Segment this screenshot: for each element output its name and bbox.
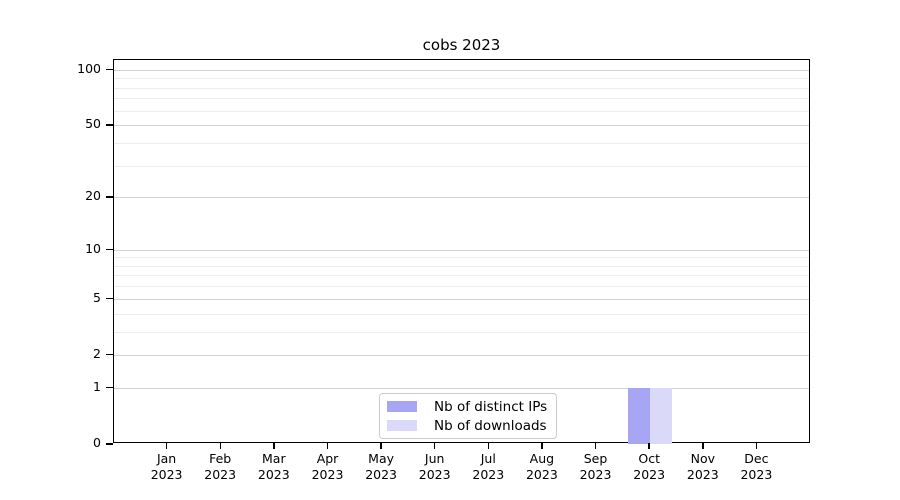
minor-gridline: [114, 313, 809, 315]
minor-gridline: [114, 142, 809, 144]
x-tick-label: Nov 2023: [686, 451, 719, 482]
minor-gridline: [114, 98, 809, 100]
y-tick-label: 2: [93, 345, 101, 361]
major-gridline: [114, 125, 809, 127]
major-gridline: [114, 354, 809, 356]
y-tick-mark: [106, 196, 113, 198]
legend-swatch: [387, 420, 417, 431]
major-gridline: [114, 249, 809, 251]
legend-entry: Nb of downloads: [387, 416, 547, 435]
bar-nb-of-downloads: [650, 387, 673, 444]
y-tick-mark: [106, 353, 113, 356]
major-gridline: [114, 298, 809, 300]
x-tick-mark: [433, 443, 436, 449]
minor-gridline: [114, 331, 809, 333]
minor-gridline: [114, 286, 809, 288]
x-tick-label: Sep 2023: [579, 451, 612, 482]
minor-gridline: [114, 110, 809, 112]
chart-title: cobs 2023: [422, 36, 501, 54]
x-tick-label: Mar 2023: [257, 451, 290, 482]
x-tick-mark: [487, 443, 490, 449]
x-tick-mark: [273, 443, 275, 449]
x-tick-label: Oct 2023: [633, 451, 666, 482]
major-gridline: [114, 387, 809, 389]
y-tick-mark: [106, 68, 113, 71]
x-tick-label: May 2023: [365, 451, 397, 482]
y-tick-label: 5: [93, 289, 101, 305]
y-tick-mark: [106, 124, 113, 126]
minor-gridline: [114, 165, 809, 167]
x-tick-label: Aug 2023: [525, 451, 558, 482]
x-tick-label: Jul 2023: [472, 451, 505, 482]
y-tick-mark: [106, 443, 113, 445]
legend-swatch: [387, 401, 417, 412]
x-tick-label: Jun 2023: [418, 451, 451, 482]
major-gridline: [114, 69, 809, 71]
legend: Nb of distinct IPs Nb of downloads: [379, 393, 558, 439]
y-tick-label: 10: [85, 240, 101, 256]
x-tick-mark: [219, 443, 221, 449]
y-tick-mark: [106, 297, 113, 300]
minor-gridline: [114, 78, 809, 80]
y-tick-mark: [106, 248, 113, 251]
y-tick-label: 20: [85, 188, 101, 204]
x-tick-mark: [165, 443, 168, 449]
x-tick-mark: [380, 443, 382, 449]
y-tick-label: 100: [77, 60, 101, 76]
x-tick-mark: [541, 443, 543, 449]
plot-area: [113, 59, 810, 444]
x-tick-mark: [326, 443, 329, 449]
legend-entry: Nb of distinct IPs: [387, 397, 547, 416]
x-tick-mark: [755, 443, 758, 449]
x-tick-mark: [648, 443, 650, 449]
x-tick-label: Feb 2023: [204, 451, 237, 482]
y-tick-label: 50: [85, 116, 101, 132]
x-tick-mark: [594, 443, 597, 449]
legend-label: Nb of distinct IPs: [434, 398, 548, 415]
bar-nb-of-distinct-ips: [628, 387, 651, 444]
y-tick-mark: [106, 386, 113, 389]
y-tick-label: 0: [93, 435, 101, 450]
x-tick-label: Dec 2023: [740, 451, 773, 482]
x-tick-mark: [702, 443, 704, 449]
y-tick-label: 1: [93, 378, 101, 394]
x-tick-label: Jan 2023: [150, 451, 183, 482]
minor-gridline: [114, 265, 809, 267]
major-gridline: [114, 197, 809, 199]
minor-gridline: [114, 257, 809, 259]
minor-gridline: [114, 275, 809, 277]
minor-gridline: [114, 87, 809, 89]
legend-label: Nb of downloads: [434, 417, 547, 434]
x-tick-label: Apr 2023: [311, 451, 344, 482]
